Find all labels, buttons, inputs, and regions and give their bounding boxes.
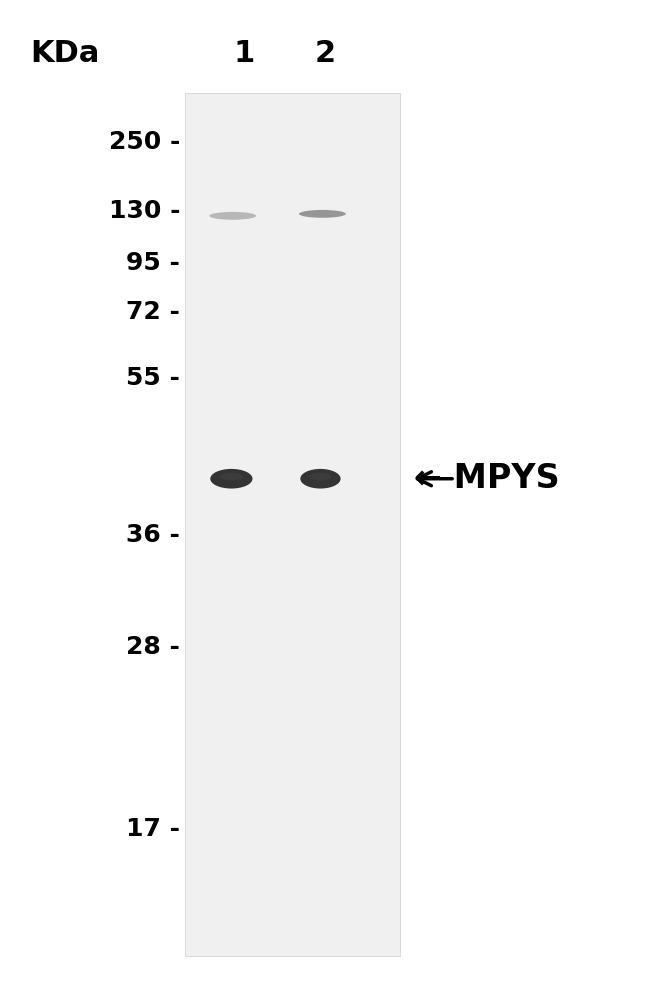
Text: 1: 1 (233, 39, 254, 69)
Text: 2: 2 (315, 39, 335, 69)
Ellipse shape (210, 469, 252, 489)
Text: 130 -: 130 - (109, 199, 180, 223)
Text: 55 -: 55 - (126, 366, 180, 389)
Ellipse shape (299, 210, 346, 218)
Text: ← MPYS: ← MPYS (414, 462, 560, 495)
Ellipse shape (300, 469, 341, 489)
Ellipse shape (220, 473, 243, 481)
Text: 72 -: 72 - (126, 300, 180, 324)
Text: 28 -: 28 - (126, 636, 180, 659)
Text: KDa: KDa (31, 39, 99, 69)
Ellipse shape (209, 212, 256, 220)
Bar (185, 93, 400, 956)
Text: 250 -: 250 - (109, 130, 180, 154)
Text: 95 -: 95 - (126, 251, 180, 275)
Text: 36 -: 36 - (126, 523, 180, 546)
Ellipse shape (309, 473, 332, 481)
Text: 17 -: 17 - (126, 817, 180, 841)
